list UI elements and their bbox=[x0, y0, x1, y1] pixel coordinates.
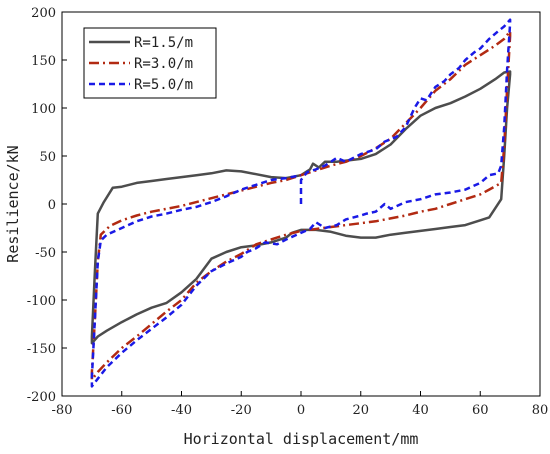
y-tick-label: 150 bbox=[31, 54, 56, 69]
y-tick-label: -200 bbox=[27, 390, 56, 405]
y-tick-label: 0 bbox=[48, 198, 56, 213]
legend: R=1.5/m R=3.0/m R=5.0/m bbox=[83, 27, 217, 99]
y-tick-label: 200 bbox=[31, 6, 56, 21]
x-tick-label: -80 bbox=[52, 403, 73, 418]
y-tick-label: -100 bbox=[27, 294, 56, 309]
x-tick-label: 0 bbox=[297, 403, 305, 418]
x-tick-label: -40 bbox=[171, 403, 192, 418]
y-tick-label: 100 bbox=[31, 102, 56, 117]
y-tick-label: -150 bbox=[27, 342, 56, 357]
x-axis-label: Horizontal displacement/mm bbox=[184, 430, 419, 448]
x-tick-label: -60 bbox=[111, 403, 132, 418]
x-tick-label: 40 bbox=[412, 403, 429, 418]
series-layer bbox=[90, 18, 512, 388]
legend-label-r15: R=1.5/m bbox=[134, 35, 193, 51]
x-tick-label: 80 bbox=[532, 403, 549, 418]
legend-label-r50: R=5.0/m bbox=[134, 77, 193, 93]
ticks-layer: -80 -60 -40 -20 0 20 40 60 80-200-150-100-500501… bbox=[27, 6, 548, 418]
legend-box bbox=[83, 27, 217, 99]
x-tick-label: 60 bbox=[472, 403, 489, 418]
series-line-2 bbox=[90, 18, 512, 388]
x-tick-label: 20 bbox=[352, 403, 369, 418]
y-tick-label: 50 bbox=[39, 150, 56, 165]
legend-label-r30: R=3.0/m bbox=[134, 56, 193, 72]
y-tick-label: -50 bbox=[35, 246, 56, 261]
series-line-0 bbox=[90, 70, 512, 345]
x-tick-label: -20 bbox=[231, 403, 252, 418]
y-axis-label: Resilience/kN bbox=[4, 145, 22, 262]
series-line-1 bbox=[90, 29, 512, 381]
